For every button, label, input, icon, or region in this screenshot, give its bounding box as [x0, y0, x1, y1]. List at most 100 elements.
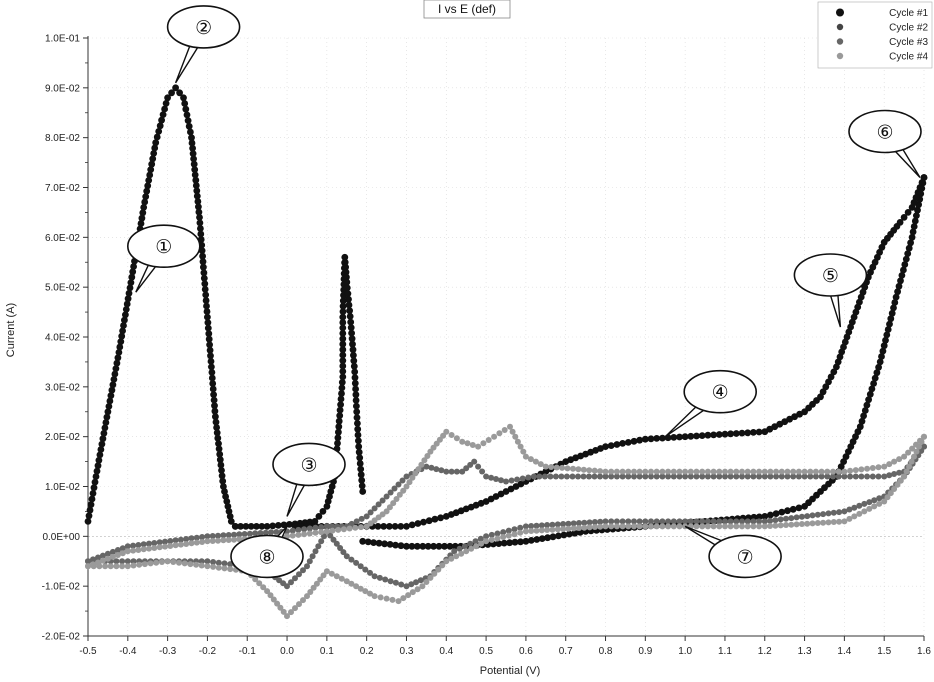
data-point	[446, 542, 454, 550]
data-point	[881, 473, 888, 480]
data-point	[386, 541, 394, 548]
data-point	[906, 463, 913, 470]
data-point	[890, 304, 897, 312]
data-point	[406, 479, 413, 486]
data-point	[335, 526, 342, 533]
data-point	[897, 477, 904, 484]
data-point	[181, 560, 188, 567]
data-point	[544, 522, 551, 528]
data-point	[423, 579, 430, 585]
x-tick-label: -0.4	[119, 646, 137, 657]
data-point	[348, 520, 355, 527]
data-point	[881, 498, 888, 505]
data-point	[496, 430, 503, 437]
data-point	[448, 432, 455, 438]
data-point	[761, 513, 769, 520]
data-point	[200, 263, 207, 271]
data-point	[921, 443, 927, 450]
data-point	[295, 526, 302, 533]
data-point	[206, 346, 214, 354]
data-point	[151, 540, 158, 546]
data-point	[625, 518, 632, 525]
data-point	[804, 520, 811, 527]
data-point	[478, 540, 485, 547]
data-point	[553, 464, 560, 471]
data-point	[704, 468, 711, 475]
legend-entry: Cycle #2	[889, 23, 928, 34]
x-tick-label: 0.8	[599, 646, 613, 657]
callout-3: ③	[272, 442, 346, 517]
data-point	[488, 531, 495, 538]
data-point	[841, 468, 848, 475]
data-point	[92, 473, 100, 480]
data-point	[159, 111, 167, 118]
data-point	[193, 187, 201, 195]
data-point	[555, 532, 562, 540]
data-point	[905, 449, 912, 456]
data-point	[619, 468, 626, 475]
data-point	[846, 515, 853, 522]
data-point	[847, 473, 854, 480]
data-point	[371, 505, 378, 512]
data-point	[318, 538, 325, 545]
data-point	[750, 468, 757, 475]
data-point	[682, 518, 689, 525]
data-point	[140, 541, 147, 548]
data-point	[904, 209, 912, 216]
data-point	[722, 473, 728, 480]
callout-bubble	[230, 534, 304, 579]
data-point	[144, 182, 152, 190]
data-point	[525, 474, 532, 481]
data-point	[347, 324, 355, 331]
data-point	[213, 429, 221, 437]
y-tick-label: 5.0E-02	[45, 283, 80, 294]
callouts: ① ② ③ ④ ⑤ ⑥ ⑦ ⑧	[127, 5, 922, 579]
data-point	[793, 514, 800, 521]
data-point	[500, 529, 507, 536]
data-point	[494, 535, 501, 542]
data-point	[783, 522, 789, 528]
data-point	[417, 577, 424, 584]
data-point	[825, 519, 832, 526]
data-point	[345, 295, 352, 303]
data-point	[191, 171, 199, 179]
data-point	[362, 566, 369, 573]
data-point	[722, 523, 728, 530]
data-point	[784, 468, 791, 475]
data-point	[653, 468, 660, 475]
data-point	[886, 320, 893, 328]
data-point	[710, 473, 717, 480]
data-point	[358, 515, 365, 522]
data-point	[300, 597, 306, 604]
data-point	[602, 518, 609, 525]
data-point	[122, 306, 130, 313]
data-point	[756, 523, 763, 530]
data-point	[395, 598, 402, 605]
data-point	[139, 209, 147, 217]
data-point	[135, 547, 142, 553]
data-point	[812, 473, 819, 480]
data-point	[199, 258, 207, 266]
data-point	[209, 380, 217, 387]
data-point	[268, 529, 275, 536]
data-point	[467, 540, 474, 547]
data-point	[538, 527, 545, 534]
data-point	[113, 359, 121, 367]
data-point	[653, 523, 660, 530]
data-point	[653, 473, 660, 480]
data-point	[354, 425, 362, 433]
data-point	[339, 297, 347, 305]
data-point	[570, 465, 576, 472]
data-point	[117, 338, 125, 345]
data-point	[150, 150, 158, 157]
data-point	[111, 370, 119, 378]
callout-bubble	[708, 534, 782, 579]
callout-label: ⑦	[737, 546, 754, 568]
data-point	[488, 536, 495, 543]
legend: Cycle #1 Cycle #2 Cycle #3 Cycle #4	[817, 1, 933, 69]
data-point	[727, 518, 734, 525]
data-point	[560, 531, 568, 539]
data-point	[554, 521, 561, 528]
data-point	[495, 540, 503, 547]
data-point	[699, 468, 706, 475]
